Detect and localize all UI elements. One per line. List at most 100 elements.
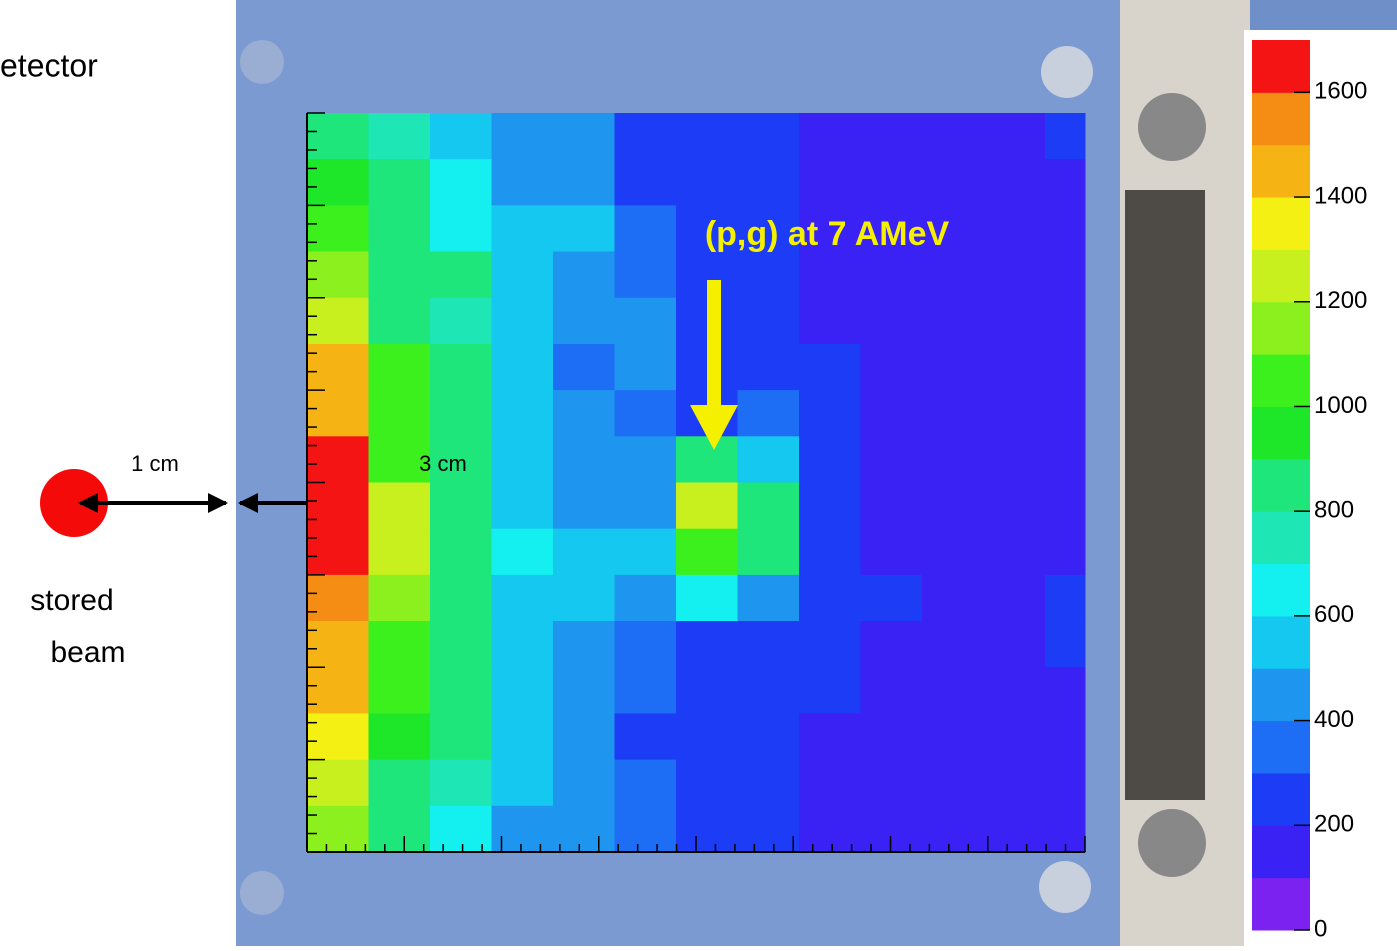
heat-cell	[1045, 159, 1086, 206]
heat-cell	[1045, 390, 1086, 437]
heat-cell	[1045, 667, 1086, 714]
heat-cell	[676, 483, 738, 530]
heat-cell	[307, 390, 369, 437]
heat-cell	[861, 113, 923, 160]
heat-cell	[430, 483, 492, 530]
heat-cell	[922, 298, 984, 345]
heat-cell	[922, 575, 984, 622]
heat-cell	[799, 713, 861, 760]
heat-cell	[738, 436, 800, 483]
colorbar-band	[1252, 564, 1310, 617]
colorbar-band	[1252, 406, 1310, 459]
heat-cell	[615, 575, 677, 622]
heat-cell	[615, 436, 677, 483]
heat-cell	[676, 436, 738, 483]
heat-cell	[1045, 344, 1086, 391]
heat-cell	[430, 298, 492, 345]
heat-cell	[738, 298, 800, 345]
heat-cell	[799, 298, 861, 345]
heat-cell	[1045, 575, 1086, 622]
heat-cell	[984, 575, 1046, 622]
heat-cell	[615, 621, 677, 668]
colorbar-band	[1252, 197, 1310, 250]
heat-cell	[1045, 713, 1086, 760]
heat-cell	[369, 298, 431, 345]
annotation-arrow-shaft	[707, 280, 721, 408]
heat-cell	[799, 529, 861, 576]
colorbar-label: 1400	[1314, 182, 1367, 209]
heat-cell	[738, 159, 800, 206]
colorbar-band	[1252, 40, 1310, 93]
heat-cell	[553, 252, 615, 299]
colorbar-label: 200	[1314, 811, 1354, 838]
colorbar-band	[1252, 668, 1310, 721]
heat-cell	[984, 436, 1046, 483]
heat-cell	[922, 760, 984, 807]
heat-cell	[738, 621, 800, 668]
heat-cell	[615, 667, 677, 714]
heat-cell	[307, 667, 369, 714]
heat-cell	[676, 113, 738, 160]
heat-cell	[676, 159, 738, 206]
heat-cell	[984, 159, 1046, 206]
heat-cell	[676, 621, 738, 668]
heat-cell	[738, 483, 800, 530]
heat-cell	[492, 575, 554, 622]
colorbar-band	[1252, 878, 1310, 931]
heat-cell	[922, 436, 984, 483]
heat-cell	[1045, 529, 1086, 576]
heat-cell	[922, 390, 984, 437]
heat-cell	[799, 344, 861, 391]
heat-cell	[861, 483, 923, 530]
heat-cell	[492, 252, 554, 299]
heat-cell	[922, 667, 984, 714]
heat-cell	[492, 667, 554, 714]
heat-cell	[861, 667, 923, 714]
heat-cell	[369, 667, 431, 714]
heat-cell	[1045, 760, 1086, 807]
heat-cell	[738, 344, 800, 391]
heat-cell	[922, 113, 984, 160]
heat-cell	[430, 621, 492, 668]
heat-cell	[553, 713, 615, 760]
heat-cell	[369, 806, 431, 853]
heat-cell	[615, 760, 677, 807]
colorbar-label: 1600	[1314, 78, 1367, 105]
colorbar-band	[1252, 145, 1310, 198]
heat-cell	[861, 806, 923, 853]
heat-cell	[307, 344, 369, 391]
heat-cell	[307, 298, 369, 345]
heat-cell	[861, 436, 923, 483]
colorbar-label: 400	[1314, 706, 1354, 733]
distance-label: 1 cm	[131, 451, 179, 476]
heat-cell	[307, 205, 369, 252]
heat-cell	[861, 298, 923, 345]
heat-cell	[1045, 483, 1086, 530]
heat-cell	[984, 760, 1046, 807]
heat-cell	[553, 344, 615, 391]
heat-cell	[369, 621, 431, 668]
heat-cell	[738, 667, 800, 714]
heat-cell	[615, 529, 677, 576]
heat-cell	[799, 760, 861, 807]
colorbar-label: 0	[1314, 915, 1327, 942]
heat-cell	[799, 621, 861, 668]
heat-cell	[615, 483, 677, 530]
heat-cell	[430, 252, 492, 299]
heat-cell	[369, 390, 431, 437]
beam-label: beam	[50, 636, 125, 669]
heat-cell	[492, 436, 554, 483]
heat-cell	[922, 159, 984, 206]
heat-cell	[984, 713, 1046, 760]
heat-cell	[430, 113, 492, 160]
heat-cell	[553, 436, 615, 483]
heat-cell	[492, 159, 554, 206]
heat-cell	[799, 436, 861, 483]
heat-cell	[492, 298, 554, 345]
heat-cell	[430, 159, 492, 206]
colorbar-band	[1252, 354, 1310, 407]
colorbar-band	[1252, 511, 1310, 564]
title: etector	[0, 47, 98, 83]
heat-cell	[738, 252, 800, 299]
heat-cell	[1045, 621, 1086, 668]
